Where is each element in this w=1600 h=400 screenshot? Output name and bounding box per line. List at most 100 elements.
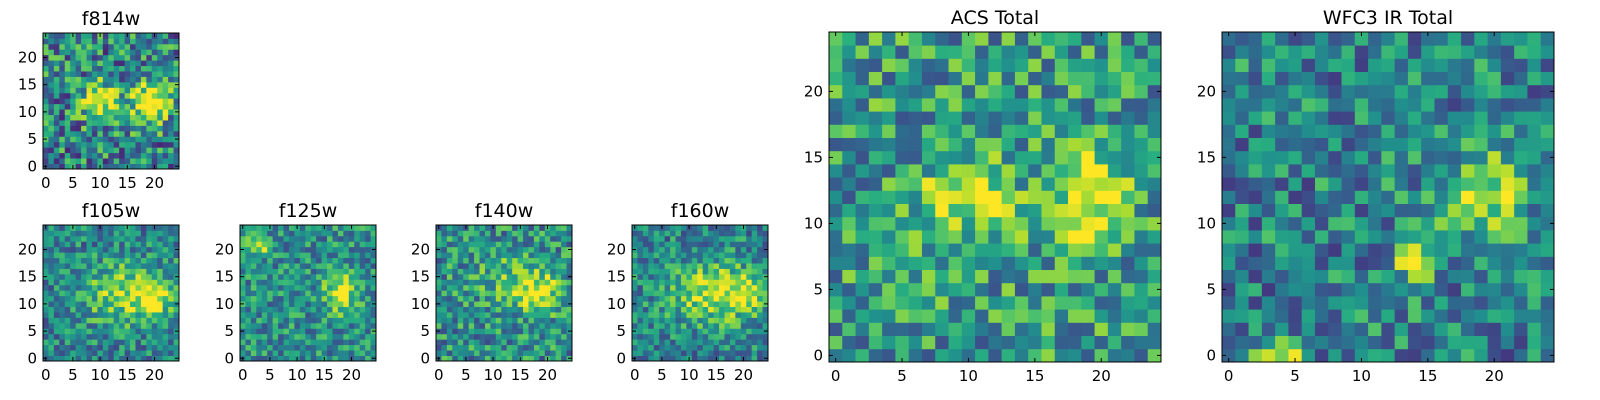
heatmap-cell <box>130 257 136 264</box>
heatmap-cell <box>539 290 546 297</box>
heatmap-cell <box>1222 84 1236 99</box>
heatmap-cell <box>70 125 77 132</box>
heatmap-cell <box>446 246 453 253</box>
heatmap-cell <box>670 257 676 264</box>
heatmap-cell <box>680 290 687 297</box>
heatmap-cell <box>988 335 1003 350</box>
heatmap-cell <box>1500 164 1515 178</box>
heatmap-cell <box>713 350 720 356</box>
heatmap-cell <box>1354 269 1369 284</box>
heatmap-cell <box>691 317 698 324</box>
heatmap-cell <box>146 38 153 45</box>
heatmap-cell <box>113 290 120 297</box>
heatmap-cell <box>751 306 758 313</box>
heatmap-cell <box>680 350 687 356</box>
heatmap-cell <box>64 136 71 143</box>
heatmap-cell <box>1147 84 1162 99</box>
heatmap-cell <box>272 284 279 291</box>
heatmap-cell <box>261 246 268 253</box>
heatmap-cell <box>97 152 104 159</box>
heatmap-cell <box>724 306 731 313</box>
heatmap-cell <box>1094 71 1109 86</box>
heatmap-cell <box>708 225 714 231</box>
heatmap-cell <box>523 230 529 237</box>
x-tick-label: 5 <box>265 366 275 384</box>
heatmap-cell <box>653 279 660 286</box>
heatmap-cell <box>948 309 963 323</box>
heatmap-cell <box>365 241 371 248</box>
heatmap-cell <box>1001 111 1016 125</box>
heatmap-cell <box>842 164 856 178</box>
x-tick-label: 10 <box>288 366 307 384</box>
heatmap-cell <box>708 328 714 335</box>
heatmap-cell <box>479 350 486 356</box>
heatmap-cell <box>1354 296 1369 310</box>
heatmap-cell <box>637 328 644 335</box>
heatmap-cell <box>988 137 1003 152</box>
heatmap-cell <box>162 241 169 248</box>
heatmap-cell <box>566 235 573 242</box>
heatmap-cell <box>975 203 989 218</box>
heatmap-cell <box>544 344 551 351</box>
heatmap-cell <box>729 273 736 280</box>
heatmap-cell <box>523 317 529 324</box>
heatmap-cell <box>365 273 371 280</box>
heatmap-cell <box>1288 348 1303 363</box>
heatmap-cell <box>1354 309 1369 323</box>
heatmap-cell <box>561 230 567 237</box>
heatmap-cell <box>882 309 896 323</box>
heatmap-cell <box>157 65 164 72</box>
heatmap-cell <box>829 243 843 257</box>
heatmap-cell <box>135 120 142 126</box>
heatmap-cell <box>637 230 644 237</box>
heatmap-cell <box>975 32 989 46</box>
heatmap-cell <box>517 273 524 280</box>
heatmap-cell <box>1147 322 1162 336</box>
heatmap-cell <box>70 141 77 148</box>
heatmap-cell <box>365 328 371 335</box>
heatmap-cell <box>245 252 252 259</box>
heatmap-cell <box>102 355 109 362</box>
heatmap-cell <box>53 295 60 302</box>
heatmap-cell <box>365 235 371 242</box>
heatmap-cell <box>1461 137 1475 152</box>
heatmap-cell <box>495 279 502 286</box>
heatmap-cell <box>757 230 763 237</box>
x-tick-label: 20 <box>734 366 753 384</box>
heatmap-cell <box>151 246 158 253</box>
heatmap-cell <box>1407 335 1422 350</box>
heatmap-cell <box>648 279 655 286</box>
heatmap-cell <box>278 290 284 297</box>
heatmap-cell <box>501 235 508 242</box>
heatmap-cell <box>119 38 125 45</box>
heatmap-cell <box>988 216 1003 231</box>
heatmap-cell <box>157 333 164 340</box>
heatmap-cell <box>474 301 480 307</box>
heatmap-cell <box>908 282 923 297</box>
heatmap-cell <box>354 241 361 248</box>
heatmap-cell <box>1514 309 1528 323</box>
heatmap-cell <box>1527 309 1542 323</box>
heatmap-cell <box>162 60 169 67</box>
heatmap-cell <box>119 306 125 313</box>
heatmap-cell <box>708 241 714 248</box>
heatmap-cell <box>91 295 98 302</box>
heatmap-cell <box>691 230 698 237</box>
heatmap-cell <box>288 344 295 351</box>
heatmap-cell <box>256 350 263 356</box>
heatmap-cell <box>151 317 158 324</box>
heatmap-cell <box>1354 322 1369 336</box>
heatmap-cell <box>724 246 731 253</box>
heatmap-cell <box>75 38 82 45</box>
heatmap-cell <box>1314 45 1329 59</box>
heatmap-cell <box>842 84 856 99</box>
heatmap-cell <box>1314 98 1329 112</box>
heatmap-cell <box>713 263 720 269</box>
heatmap-cell <box>523 268 529 275</box>
heatmap-cell <box>354 350 361 356</box>
heatmap-cell <box>91 290 98 297</box>
heatmap-cell <box>895 58 910 72</box>
heatmap-cell <box>1500 98 1515 112</box>
heatmap-cell <box>64 355 71 362</box>
heatmap-cell <box>250 284 257 291</box>
